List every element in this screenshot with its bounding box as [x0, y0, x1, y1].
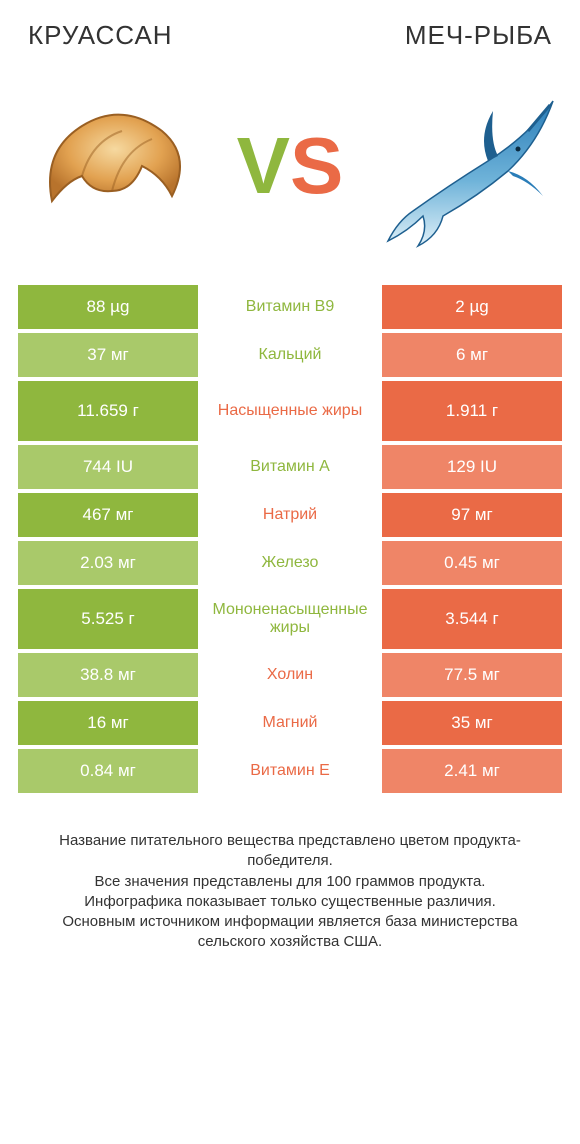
- table-row: 5.525 гМононенасыщенные жиры3.544 г: [18, 589, 562, 649]
- table-row: 2.03 мгЖелезо0.45 мг: [18, 541, 562, 585]
- comparison-table: 88 µgВитамин B92 µg37 мгКальций6 мг11.65…: [18, 285, 562, 793]
- footer-line: Основным источником информации является …: [32, 912, 548, 953]
- right-value: 2.41 мг: [382, 749, 562, 793]
- footer-line: Название питательного вещества представл…: [32, 831, 548, 872]
- vs-v: V: [237, 126, 290, 206]
- nutrient-label: Мононенасыщенные жиры: [198, 589, 382, 649]
- nutrient-label: Витамин A: [198, 445, 382, 489]
- left-value: 37 мг: [18, 333, 198, 377]
- swordfish-image: [378, 81, 558, 251]
- left-value: 16 мг: [18, 701, 198, 745]
- left-value: 467 мг: [18, 493, 198, 537]
- table-row: 11.659 гНасыщенные жиры1.911 г: [18, 381, 562, 441]
- image-row: VS: [18, 81, 562, 251]
- left-value: 0.84 мг: [18, 749, 198, 793]
- table-row: 0.84 мгВитамин E2.41 мг: [18, 749, 562, 793]
- vs-label: VS: [215, 126, 365, 206]
- right-value: 35 мг: [382, 701, 562, 745]
- left-value: 5.525 г: [18, 589, 198, 649]
- left-value: 88 µg: [18, 285, 198, 329]
- table-row: 37 мгКальций6 мг: [18, 333, 562, 377]
- right-value: 77.5 мг: [382, 653, 562, 697]
- right-value: 2 µg: [382, 285, 562, 329]
- table-row: 16 мгМагний35 мг: [18, 701, 562, 745]
- right-value: 1.911 г: [382, 381, 562, 441]
- table-row: 88 µgВитамин B92 µg: [18, 285, 562, 329]
- nutrient-label: Магний: [198, 701, 382, 745]
- footer-line: Инфографика показывает только существенн…: [32, 892, 548, 912]
- nutrient-label: Железо: [198, 541, 382, 585]
- nutrient-label: Витамин B9: [198, 285, 382, 329]
- left-title: КРУАССАН: [28, 20, 173, 51]
- footer-line: Все значения представлены для 100 граммо…: [32, 872, 548, 892]
- nutrient-label: Насыщенные жиры: [198, 381, 382, 441]
- table-row: 744 IUВитамин A129 IU: [18, 445, 562, 489]
- nutrient-label: Холин: [198, 653, 382, 697]
- title-row: КРУАССАН МЕЧ-РЫБА: [18, 20, 562, 51]
- right-title: МЕЧ-РЫБА: [405, 20, 552, 51]
- croissant-image: [22, 81, 202, 251]
- footer-notes: Название питательного вещества представл…: [18, 831, 562, 953]
- table-row: 38.8 мгХолин77.5 мг: [18, 653, 562, 697]
- left-value: 2.03 мг: [18, 541, 198, 585]
- left-value: 744 IU: [18, 445, 198, 489]
- right-value: 97 мг: [382, 493, 562, 537]
- right-value: 6 мг: [382, 333, 562, 377]
- right-value: 0.45 мг: [382, 541, 562, 585]
- nutrient-label: Натрий: [198, 493, 382, 537]
- nutrient-label: Витамин E: [198, 749, 382, 793]
- nutrient-label: Кальций: [198, 333, 382, 377]
- right-value: 129 IU: [382, 445, 562, 489]
- vs-s: S: [290, 126, 343, 206]
- table-row: 467 мгНатрий97 мг: [18, 493, 562, 537]
- left-value: 38.8 мг: [18, 653, 198, 697]
- left-value: 11.659 г: [18, 381, 198, 441]
- right-value: 3.544 г: [382, 589, 562, 649]
